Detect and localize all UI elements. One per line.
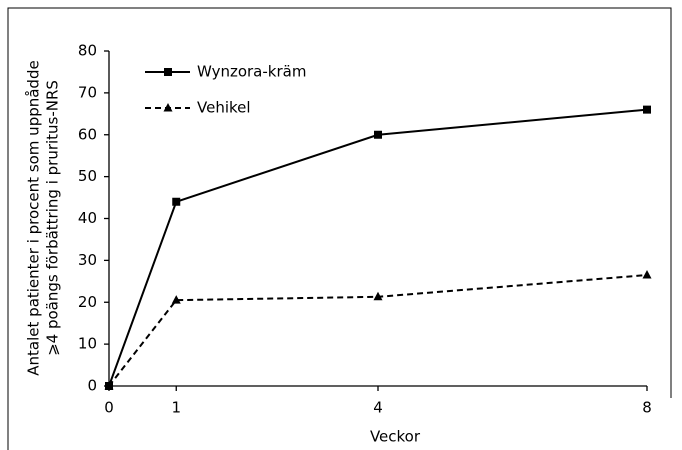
- marker: [104, 381, 114, 390]
- y-axis-label-line: ⩾4 poängs förbättring i pruritus-NRS: [44, 80, 62, 356]
- y-tick-label: 40: [78, 209, 97, 227]
- y-tick-label: 10: [78, 335, 97, 353]
- y-tick-label: 50: [78, 167, 97, 185]
- x-axis-label: Veckor: [370, 428, 421, 446]
- marker: [171, 295, 181, 304]
- frame: [7, 7, 672, 450]
- series-line: [108, 274, 648, 387]
- marker: [373, 291, 383, 301]
- marker: [642, 270, 652, 279]
- legend-label: Wynzora-kräm: [197, 63, 306, 81]
- x-tick-label: 4: [373, 399, 383, 417]
- y-axis-label-line: Antalet patienter i procent som uppnådde: [25, 60, 43, 375]
- marker: [643, 105, 651, 114]
- series-line: [108, 108, 648, 387]
- x-tick-label: 1: [171, 399, 181, 417]
- marker: [163, 103, 173, 112]
- x-tick-label: 8: [642, 399, 652, 417]
- y-tick-label: 0: [87, 377, 97, 395]
- x-tick-label: 0: [104, 399, 114, 417]
- legend-label: Vehikel: [197, 99, 251, 117]
- marker: [374, 130, 382, 139]
- y-tick-label: 70: [78, 83, 97, 101]
- marker: [172, 197, 181, 206]
- y-tick-label: 30: [78, 251, 97, 269]
- y-axis-label: Antalet patienter i procent som uppnådde…: [25, 60, 62, 375]
- y-tick-label: 20: [78, 293, 97, 311]
- y-tick-label: 80: [78, 42, 97, 60]
- y-tick-label: 60: [78, 125, 97, 143]
- marker: [164, 68, 172, 76]
